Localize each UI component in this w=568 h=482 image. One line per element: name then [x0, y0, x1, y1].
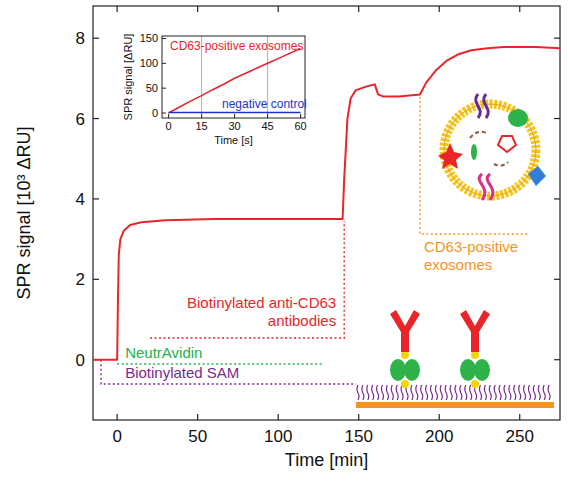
x-tick-label: 150	[345, 427, 373, 446]
x-tick	[278, 6, 279, 12]
biotin	[401, 351, 409, 359]
x-tick	[300, 114, 301, 118]
x-tick	[358, 414, 359, 420]
cargo	[498, 136, 516, 152]
y-tick-label: 0	[152, 107, 158, 119]
chart: 05010015020025002468Time [min]SPR signal…	[0, 0, 568, 482]
biotin	[471, 351, 479, 359]
protein	[508, 109, 528, 127]
x-tick-label: 0	[166, 120, 172, 132]
neutravidin	[460, 359, 476, 381]
x-tick	[117, 6, 118, 12]
neutravidin	[390, 359, 406, 381]
y-tick	[162, 113, 166, 114]
biotin	[471, 380, 479, 388]
y-tick-label: 50	[146, 82, 158, 94]
x-tick	[201, 114, 202, 118]
x-tick-label: 0	[112, 427, 121, 446]
y-tick	[554, 38, 560, 39]
x-tick	[519, 6, 520, 12]
x-tick	[267, 114, 268, 118]
annotation: NeutrAvidin	[125, 344, 202, 361]
y-tick-label: 6	[76, 110, 85, 129]
y-tick	[93, 118, 99, 119]
inset: 0 15 30 45 60 0 50 100 150 Time [s] SPR signal [ΔR…	[122, 32, 307, 146]
x-tick-label: 250	[506, 427, 534, 446]
x-tick-label: 45	[261, 120, 273, 132]
x-tick	[234, 114, 235, 118]
y-tick	[162, 38, 166, 39]
annotation: CD63-positiveexosomes	[424, 238, 518, 273]
x-axis-title: Time [min]	[285, 450, 368, 470]
y-tick-label: 100	[140, 57, 158, 69]
x-tick-label: 15	[195, 120, 207, 132]
x-tick	[358, 6, 359, 12]
y-axis-title: SPR signal [ΔRU]	[122, 34, 134, 121]
y-tick	[554, 118, 560, 119]
series-label: CD63-positive exosomes	[170, 39, 303, 53]
protein	[479, 174, 493, 200]
y-tick-label: 0	[76, 351, 85, 370]
axes: 05010015020025002468Time [min]SPR signal…	[14, 6, 560, 470]
schematic	[356, 94, 554, 408]
leader-line	[117, 363, 322, 364]
x-tick	[117, 414, 118, 420]
y-tick-label: 8	[76, 29, 85, 48]
x-tick	[168, 114, 169, 118]
plot-frame	[93, 6, 560, 420]
y-axis-title: SPR signal [10³ ΔRU]	[14, 126, 34, 299]
x-tick	[519, 414, 520, 420]
protein	[438, 143, 463, 169]
antibody	[471, 330, 479, 352]
y-tick	[93, 198, 99, 199]
line	[169, 112, 301, 114]
x-tick	[439, 6, 440, 12]
leader-line	[150, 221, 344, 338]
protein	[528, 166, 546, 186]
x-tick	[197, 6, 198, 12]
x-tick	[278, 414, 279, 420]
y-tick	[162, 63, 166, 64]
x-tick	[197, 414, 198, 420]
biotin	[401, 380, 409, 388]
y-tick	[554, 279, 560, 280]
protein	[476, 94, 489, 118]
x-tick-label: 60	[294, 120, 306, 132]
x-tick-label: 200	[425, 427, 453, 446]
y-tick	[554, 359, 560, 360]
antibody	[390, 310, 420, 332]
x-tick	[439, 414, 440, 420]
x-tick-label: 30	[228, 120, 240, 132]
antibody	[401, 330, 409, 352]
y-tick	[162, 88, 166, 89]
series-label: negative control	[222, 97, 307, 111]
sam	[357, 385, 550, 400]
x-axis-title: Time [s]	[214, 134, 253, 146]
y-tick	[93, 279, 99, 280]
y-tick-label: 2	[76, 270, 85, 289]
y-tick	[93, 38, 99, 39]
cargo	[471, 144, 477, 160]
x-tick-label: 100	[264, 427, 292, 446]
y-tick-label: 150	[140, 32, 158, 44]
leader-line	[101, 360, 356, 384]
annotation: Biotinylated SAM	[125, 364, 239, 381]
annotation: Biotinylated anti-CD63antibodies	[187, 294, 336, 329]
antibody	[460, 310, 490, 332]
neutravidin	[474, 359, 490, 381]
cargo	[470, 132, 508, 166]
y-tick	[554, 198, 560, 199]
x-tick-label: 50	[188, 427, 207, 446]
gold-surface	[356, 402, 554, 408]
y-tick-label: 4	[76, 190, 85, 209]
neutravidin	[404, 359, 420, 381]
